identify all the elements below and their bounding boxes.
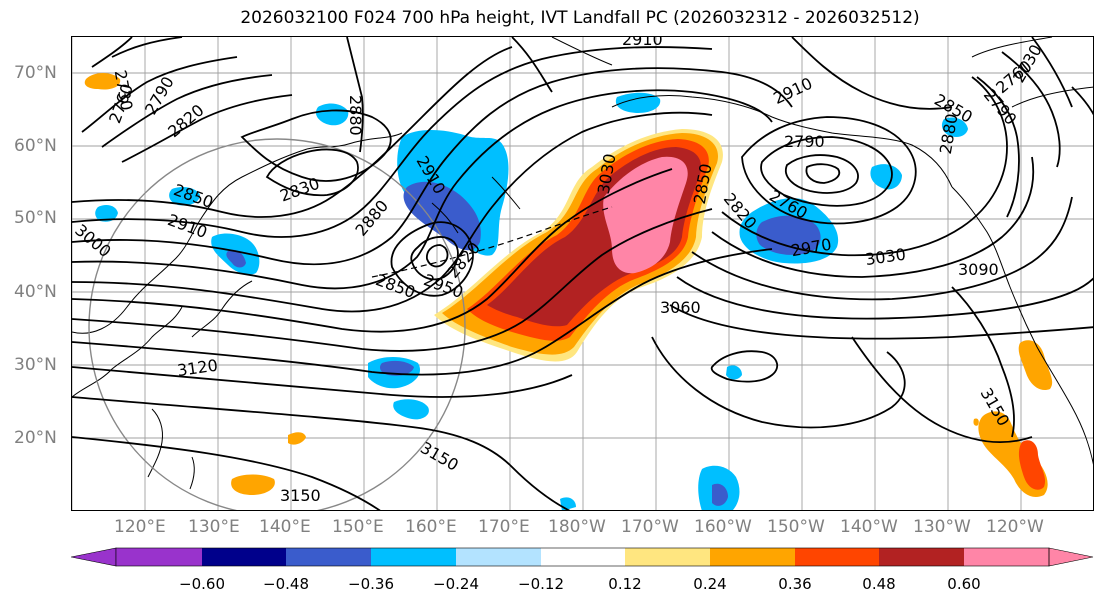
lat-label: 20°N bbox=[14, 428, 57, 448]
lon-label: 150°E bbox=[332, 517, 384, 537]
contour-label: 3150 bbox=[280, 486, 321, 505]
colorbar-swatch bbox=[286, 548, 371, 566]
colorbar-swatch bbox=[879, 548, 964, 566]
contour-label: 2790 bbox=[784, 132, 825, 151]
colorbar-swatch bbox=[964, 548, 1049, 566]
colorbar-swatch bbox=[541, 548, 625, 566]
colorbar-tick: −0.12 bbox=[518, 575, 564, 593]
contour-label: 2880 bbox=[346, 95, 365, 136]
colorbar-tick: 0.24 bbox=[693, 575, 727, 593]
contour-label: 3150 bbox=[417, 438, 462, 475]
lon-label: 120°E bbox=[114, 517, 166, 537]
lat-label: 50°N bbox=[14, 208, 57, 228]
contour-label: 2910 bbox=[622, 37, 663, 49]
lon-label: 150°W bbox=[767, 517, 825, 537]
range-circle bbox=[88, 138, 466, 510]
colorbar-swatch bbox=[202, 548, 286, 566]
colorbar-extend-right bbox=[1048, 547, 1094, 567]
colorbar-tick: −0.60 bbox=[179, 575, 225, 593]
colorbar-swatch bbox=[456, 548, 541, 566]
lon-label: 130°E bbox=[188, 517, 240, 537]
map-canvas: 2910 2730 2760 2790 2820 2880 2850 2910 … bbox=[72, 37, 1093, 510]
colorbar-swatch bbox=[625, 548, 710, 566]
contour-label: 2880 bbox=[351, 196, 392, 239]
contour-label: 3030 bbox=[864, 245, 907, 269]
contour-label: 2820 bbox=[164, 100, 207, 141]
lon-label: 170°E bbox=[478, 517, 530, 537]
contour-label: 2830 bbox=[277, 174, 322, 206]
contour-label: 2850 bbox=[171, 180, 216, 212]
colorbar-tick: −0.36 bbox=[348, 575, 394, 593]
colorbar-tick: 0.36 bbox=[778, 575, 812, 593]
map-panel: 2910 2730 2760 2790 2820 2880 2850 2910 … bbox=[71, 36, 1094, 511]
contour-label: 3000 bbox=[72, 220, 115, 261]
contour-label: 2850 bbox=[373, 270, 418, 302]
lon-label: 160°E bbox=[405, 517, 457, 537]
contour-label: 3060 bbox=[660, 298, 701, 317]
lat-label: 60°N bbox=[14, 136, 57, 156]
colorbar-tick: −0.48 bbox=[263, 575, 309, 593]
map-title: 2026032100 F024 700 hPa height, IVT Land… bbox=[240, 8, 920, 28]
contour-label: 3120 bbox=[176, 356, 219, 380]
lon-label: 130°W bbox=[913, 517, 971, 537]
lon-label: 140°E bbox=[259, 517, 311, 537]
contour-label: 2790 bbox=[141, 73, 178, 118]
dashed-boundary bbox=[371, 206, 613, 278]
lon-label: 170°W bbox=[621, 517, 679, 537]
lon-label: 120°W bbox=[986, 517, 1044, 537]
lon-label: 140°W bbox=[840, 517, 898, 537]
contour-label: 3090 bbox=[958, 260, 999, 279]
colorbar-extend-left bbox=[71, 547, 117, 567]
lon-label: 160°W bbox=[694, 517, 752, 537]
lat-label: 30°N bbox=[14, 355, 57, 375]
lon-label: 180°W bbox=[548, 517, 606, 537]
colorbar-tick: 0.48 bbox=[862, 575, 896, 593]
colorbar-swatch bbox=[371, 548, 456, 566]
colorbar bbox=[71, 547, 1094, 567]
lat-label: 70°N bbox=[14, 63, 57, 83]
colorbar-swatch bbox=[795, 548, 879, 566]
lat-label: 40°N bbox=[14, 282, 57, 302]
height-contours bbox=[72, 37, 1093, 510]
colorbar-tick: 0.60 bbox=[947, 575, 981, 593]
ivt-shading bbox=[84, 73, 1053, 510]
contour-label: 2880 bbox=[936, 112, 962, 155]
colorbar-tick: −0.24 bbox=[433, 575, 479, 593]
colorbar-swatch bbox=[116, 548, 202, 566]
contour-label: 2910 bbox=[770, 74, 815, 108]
colorbar-tick: 0.12 bbox=[608, 575, 642, 593]
colorbar-swatch bbox=[710, 548, 795, 566]
